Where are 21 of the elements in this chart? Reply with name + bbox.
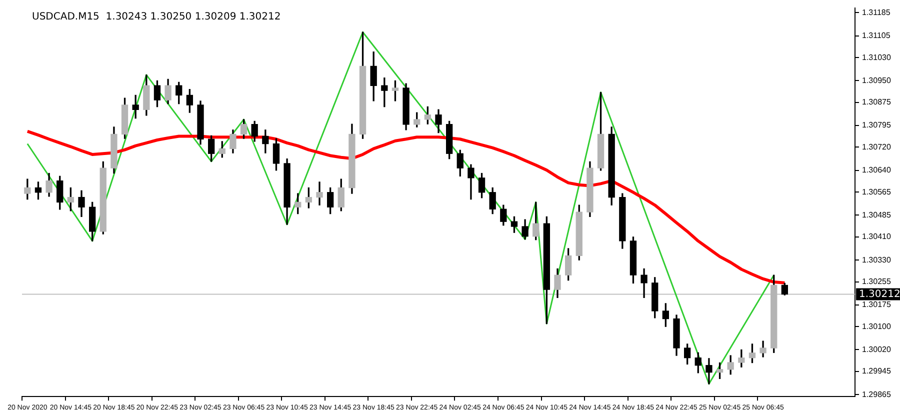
- y-tick-label: 1.30795: [862, 120, 892, 130]
- y-tick-label: 1.30950: [862, 76, 892, 85]
- y-tick-label: 1.29865: [862, 390, 892, 399]
- candlestick: [316, 182, 323, 206]
- y-tick-label: 1.30330: [862, 255, 892, 264]
- chart-title: USDCAD.M15 1.30243 1.30250 1.30209 1.30212: [32, 11, 281, 22]
- y-tick-label: 1.31105: [862, 31, 891, 40]
- y-tick-label: 1.30875: [862, 98, 892, 107]
- y-tick-label: 1.30485: [862, 210, 892, 220]
- y-tick-label: 1.30100: [862, 322, 892, 331]
- y-tick-label: 1.30175: [862, 300, 892, 310]
- y-tick-label: 1.29945: [862, 366, 892, 376]
- y-tick-label: 1.30565: [862, 187, 892, 196]
- y-tick-label: 1.31030: [862, 52, 892, 62]
- y-tick-label: 1.30020: [862, 344, 892, 354]
- y-tick-label: 1.31185: [862, 8, 891, 17]
- y-tick-label: 1.30255: [862, 276, 892, 286]
- y-tick-label: 1.30640: [862, 166, 892, 175]
- y-tick-label: 1.30720: [862, 142, 892, 152]
- ref-line-label: 1.30212: [859, 288, 900, 300]
- y-tick-label: 1.30410: [862, 232, 892, 242]
